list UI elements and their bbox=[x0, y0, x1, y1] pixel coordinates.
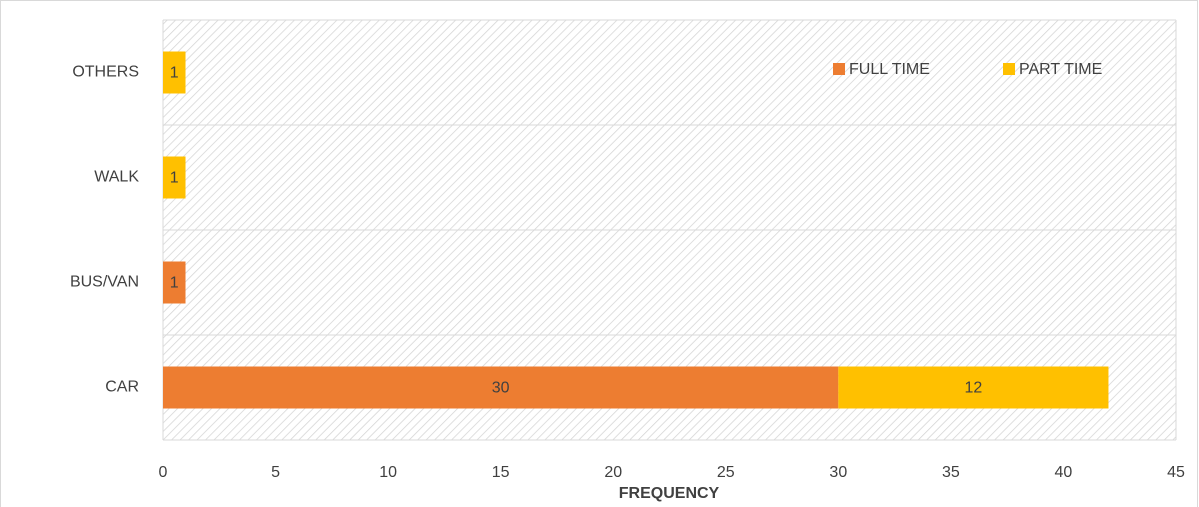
bar bbox=[163, 261, 186, 304]
x-tick-label: 45 bbox=[1167, 464, 1185, 481]
bar bbox=[838, 366, 1109, 409]
x-tick-label: 40 bbox=[1055, 464, 1073, 481]
bar bbox=[163, 366, 839, 409]
data-label: 1 bbox=[170, 170, 179, 187]
legend-label: FULL TIME bbox=[849, 61, 930, 78]
bar bbox=[163, 51, 186, 94]
x-tick-label: 15 bbox=[492, 464, 510, 481]
data-label: 30 bbox=[492, 380, 510, 397]
x-tick-label: 10 bbox=[379, 464, 397, 481]
y-tick-label: WALK bbox=[94, 169, 139, 186]
x-tick-label: 25 bbox=[717, 464, 735, 481]
data-label: 1 bbox=[170, 275, 179, 292]
x-tick-label: 0 bbox=[159, 464, 168, 481]
y-tick-label: OTHERS bbox=[72, 64, 139, 81]
y-tick-label: CAR bbox=[105, 379, 139, 396]
data-label: 12 bbox=[965, 380, 983, 397]
x-tick-label: 35 bbox=[942, 464, 960, 481]
legend-swatch bbox=[1003, 63, 1015, 75]
x-axis-title: FREQUENCY bbox=[619, 485, 720, 502]
legend-label: PART TIME bbox=[1019, 61, 1102, 78]
x-tick-label: 5 bbox=[271, 464, 280, 481]
x-tick-label: 20 bbox=[604, 464, 622, 481]
data-label: 1 bbox=[170, 65, 179, 82]
bar bbox=[163, 156, 186, 199]
x-tick-label: 30 bbox=[829, 464, 847, 481]
legend-swatch bbox=[833, 63, 845, 75]
y-tick-label: BUS/VAN bbox=[70, 274, 139, 291]
